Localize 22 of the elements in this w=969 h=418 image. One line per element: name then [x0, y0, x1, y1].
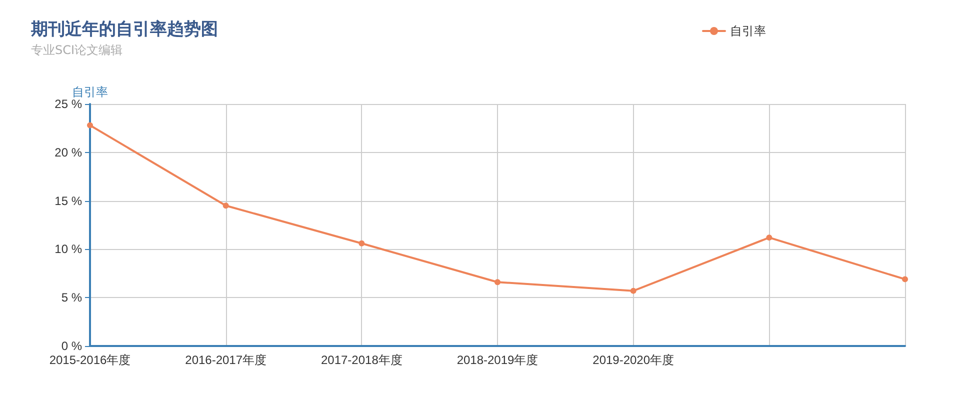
- point: [358, 240, 365, 246]
- x-tick-label: 2018-2019年度: [456, 353, 538, 367]
- point: [222, 202, 229, 209]
- y-tick-label: 10 %: [54, 242, 82, 256]
- y-axis-title: 自引率: [72, 85, 108, 99]
- y-tick-label: 5 %: [61, 290, 82, 305]
- y-tick-label: 25 %: [54, 97, 82, 111]
- point: [87, 122, 93, 128]
- x-tick-label: 2015-2016年度: [49, 353, 131, 367]
- x-tick-label: 2017-2018年度: [320, 353, 402, 367]
- legend-label: 自引率: [730, 24, 766, 38]
- point: [630, 288, 636, 294]
- point: [766, 234, 772, 241]
- point: [902, 276, 908, 282]
- point: [494, 279, 500, 286]
- y-tick-label: 15 %: [54, 194, 82, 208]
- y-tick-label: 0 %: [61, 339, 82, 353]
- chart-subtitle: 专业SCI论文编辑: [31, 43, 123, 57]
- x-tick-label: 2019-2020年度: [592, 353, 674, 367]
- y-tick-label: 20 %: [54, 145, 82, 160]
- x-tick-label: 2016-2017年度: [185, 353, 267, 367]
- chart-title: 期刊近年的自引率趋势图: [30, 20, 218, 40]
